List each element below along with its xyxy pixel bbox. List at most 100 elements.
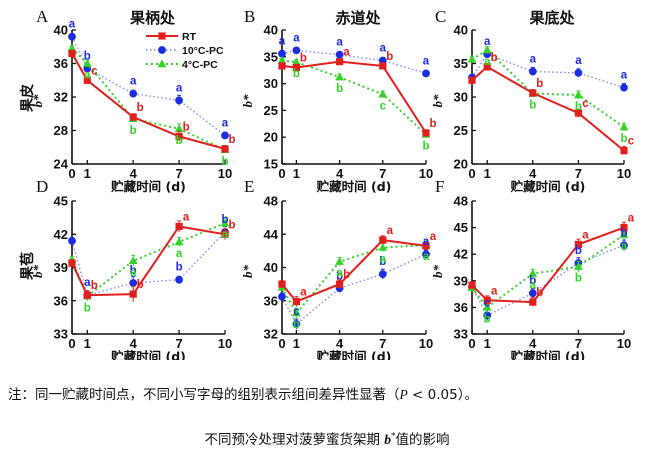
point-4c <box>574 90 583 99</box>
point-rt <box>483 296 491 304</box>
point-rt <box>529 298 537 306</box>
x-tick-label: 4 <box>336 166 344 181</box>
x-axis-label: 贮藏时间 (d) <box>110 179 186 194</box>
caption-superscript: * <box>391 431 396 442</box>
point-10c <box>68 237 76 245</box>
x-tick-label: 1 <box>84 166 91 181</box>
significance-letter-c10: b <box>379 256 386 268</box>
y-tick-label: 32 <box>54 90 68 105</box>
y-tick-label: 30 <box>454 90 468 105</box>
point-rt <box>129 113 137 121</box>
point-rt <box>574 240 582 249</box>
point-4c <box>467 54 477 63</box>
y-tick-label: 36 <box>454 300 468 315</box>
significance-letter-c4: a <box>84 70 91 82</box>
point-rt <box>620 224 628 232</box>
x-tick-label: 1 <box>293 166 300 181</box>
series-line-c4 <box>281 244 427 315</box>
caption-variable: b <box>384 432 392 447</box>
x-axis-label: 贮藏时间 (d) <box>110 349 186 360</box>
x-tick-label: 7 <box>379 336 386 351</box>
significance-letter-rt: b <box>300 53 307 65</box>
legend-marker-rt <box>158 32 166 40</box>
significance-letter-c10: b <box>575 245 582 257</box>
point-4c <box>482 302 492 311</box>
point-rt <box>129 290 137 298</box>
point-10c <box>528 67 537 76</box>
point-4c <box>292 308 301 317</box>
point-rt <box>83 76 91 84</box>
x-axis-label: 贮藏时间 (d) <box>510 349 586 360</box>
y-tick-label: 33 <box>54 327 68 342</box>
note-rest: < 0.05）。 <box>407 387 478 403</box>
point-10c <box>278 49 286 58</box>
significance-letter-c4: a <box>380 254 387 266</box>
point-10c <box>574 68 583 77</box>
y-axis-label: b* <box>240 94 255 108</box>
y-tick-label: 30 <box>264 76 278 91</box>
significance-letter-c10: a <box>130 76 137 88</box>
point-rt <box>422 242 430 250</box>
y-axis-label: b* <box>30 94 45 108</box>
significance-letter-c4: a <box>484 56 491 68</box>
point-rt <box>468 76 476 84</box>
x-tick-label: 1 <box>484 336 491 351</box>
row-title-peel: 果皮 <box>19 84 36 113</box>
point-rt <box>529 89 537 97</box>
significance-letter-c10: a <box>279 36 286 48</box>
x-tick-label: 1 <box>484 166 491 181</box>
point-10c <box>278 292 286 301</box>
significance-letter-c10: a <box>222 118 229 130</box>
significance-letter-c4: a <box>176 248 183 260</box>
significance-letter-c4: b <box>422 141 429 153</box>
point-rt <box>336 280 344 288</box>
significance-letter-rt: a <box>300 287 307 299</box>
point-10c <box>292 320 301 328</box>
point-rt <box>422 129 430 137</box>
significance-letter-rt: b <box>228 219 235 231</box>
series-line-c10 <box>71 36 226 137</box>
y-tick-label: 25 <box>264 103 278 118</box>
x-tick-label: 0 <box>68 166 75 181</box>
y-tick-label: 36 <box>264 293 278 308</box>
point-4c <box>619 122 629 131</box>
point-10c <box>175 96 184 105</box>
significance-letter-rt: b <box>536 287 543 299</box>
point-4c <box>528 269 538 277</box>
point-10c <box>175 275 184 284</box>
significance-letter-c4: a <box>530 280 537 292</box>
significance-letter-rt: a <box>582 229 589 241</box>
point-4c <box>128 256 138 265</box>
point-4c <box>67 43 77 52</box>
point-rt <box>83 291 91 299</box>
significance-letter-c10: b <box>176 262 183 274</box>
point-rt <box>221 145 229 153</box>
significance-letter-rt: b <box>429 118 436 130</box>
panel-letter: C <box>435 7 446 26</box>
point-10c <box>221 131 229 140</box>
significance-letter-c10: b <box>84 51 91 63</box>
y-tick-label: 40 <box>264 260 278 275</box>
significance-letter-rt: b <box>137 279 144 291</box>
significance-letter-c10: b <box>620 227 627 239</box>
point-4c <box>335 257 344 265</box>
significance-letter-c10: a <box>84 277 91 289</box>
significance-letter-rt: b <box>536 78 543 90</box>
significance-letter-c4: b <box>575 273 582 285</box>
y-axis-label: b* <box>430 265 445 279</box>
y-tick-label: 20 <box>454 157 468 172</box>
point-4c <box>220 218 230 227</box>
x-axis-label: 贮藏时间 (d) <box>316 179 392 194</box>
y-tick-label: 40 <box>54 23 68 38</box>
panel-title: 赤道处 <box>335 9 381 27</box>
point-rt <box>292 297 300 306</box>
y-tick-label: 42 <box>454 247 468 262</box>
significance-letter-c4: b <box>221 156 228 168</box>
point-10c <box>422 250 430 259</box>
significance-letter-c4: a <box>130 267 137 279</box>
x-tick-label: 4 <box>529 336 537 351</box>
